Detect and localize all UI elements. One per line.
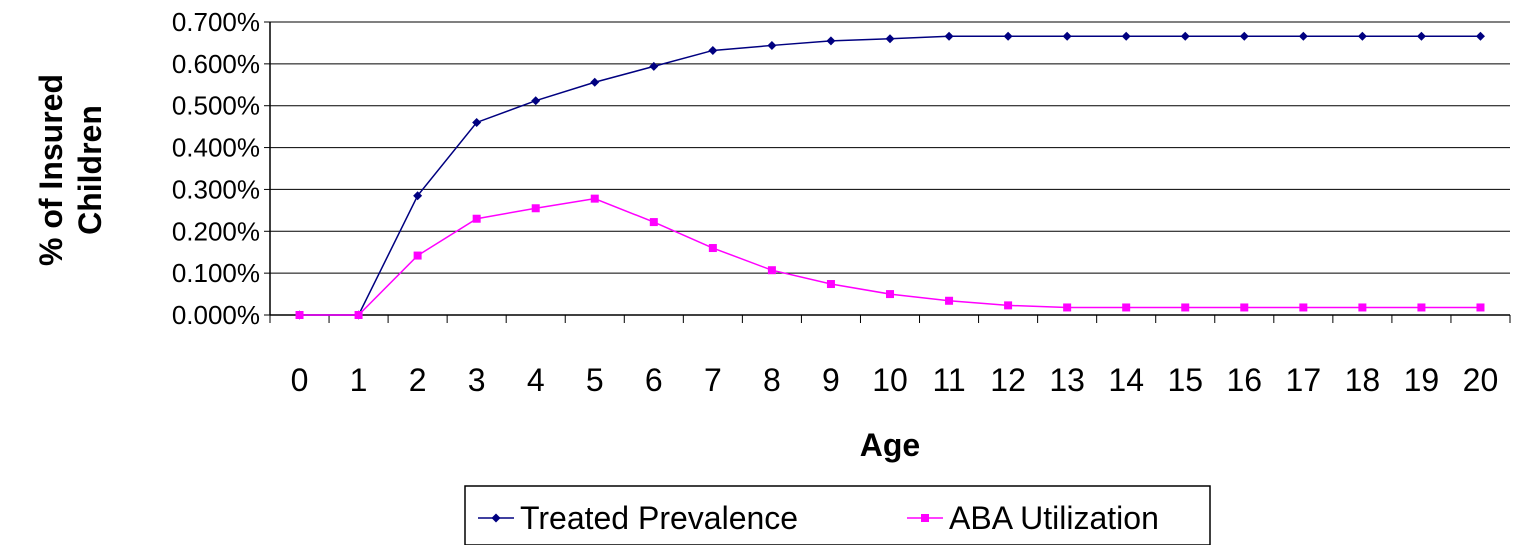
data-point-square bbox=[590, 194, 599, 203]
axes bbox=[264, 21, 1511, 323]
data-point-diamond bbox=[472, 117, 482, 127]
data-point-diamond bbox=[1416, 31, 1426, 41]
x-axis-title: Age bbox=[860, 427, 920, 463]
data-point-diamond bbox=[1003, 31, 1013, 41]
y-tick-label: 0.600% bbox=[172, 49, 260, 79]
data-point-square bbox=[1299, 303, 1308, 312]
x-tick-label: 3 bbox=[468, 362, 486, 398]
data-point-diamond bbox=[531, 96, 541, 106]
data-point-diamond bbox=[708, 45, 718, 55]
x-tick-label: 6 bbox=[645, 362, 663, 398]
x-tick-label: 18 bbox=[1345, 362, 1381, 398]
data-point-diamond bbox=[1298, 31, 1308, 41]
x-tick-label: 12 bbox=[990, 362, 1026, 398]
data-point-diamond bbox=[1180, 31, 1190, 41]
data-point-square bbox=[945, 296, 954, 305]
x-tick-label: 10 bbox=[872, 362, 908, 398]
y-tick-labels: 0.000% 0.100% 0.200% 0.300% 0.400% 0.500% 0.60… bbox=[172, 7, 260, 330]
data-point-diamond bbox=[1475, 31, 1485, 41]
x-tick-label: 7 bbox=[704, 362, 722, 398]
data-point-diamond bbox=[590, 77, 600, 87]
legend-label-1: Treated Prevalence bbox=[520, 500, 798, 536]
x-tick-label: 13 bbox=[1049, 362, 1085, 398]
legend-marker-square bbox=[921, 514, 929, 522]
y-tick-label: 0.400% bbox=[172, 133, 260, 163]
data-point-square bbox=[708, 244, 717, 253]
y-tick-label: 0.200% bbox=[172, 216, 260, 246]
data-point-diamond bbox=[1239, 31, 1249, 41]
x-tick-labels: 0 1 2 3 4 5 6 7 8 9 10 11 12 13 14 15 16 17 18 19 20 bbox=[291, 362, 1499, 398]
data-point-square bbox=[1063, 303, 1072, 312]
data-point-diamond bbox=[413, 191, 423, 201]
data-point-diamond bbox=[885, 34, 895, 44]
y-tick-label: 0.000% bbox=[172, 300, 260, 330]
x-tick-label: 14 bbox=[1108, 362, 1144, 398]
x-tick-label: 0 bbox=[291, 362, 309, 398]
data-point-square bbox=[1122, 303, 1131, 312]
x-tick-label: 2 bbox=[409, 362, 427, 398]
data-point-square bbox=[767, 266, 776, 275]
y-tick-label: 0.700% bbox=[172, 7, 260, 37]
series-group bbox=[295, 31, 1485, 320]
data-point-diamond bbox=[767, 40, 777, 50]
gridlines bbox=[270, 21, 1510, 274]
y-tick-label: 0.300% bbox=[172, 174, 260, 204]
x-tick-label: 20 bbox=[1463, 362, 1499, 398]
y-axis-title-line-1: % of Insured bbox=[33, 74, 69, 266]
x-tick-label: 15 bbox=[1167, 362, 1203, 398]
legend-box bbox=[464, 485, 1211, 545]
data-point-diamond bbox=[1121, 31, 1131, 41]
data-point-square bbox=[1476, 303, 1485, 312]
data-point-square bbox=[649, 218, 658, 227]
data-point-square bbox=[413, 251, 422, 260]
x-tick-label: 17 bbox=[1286, 362, 1322, 398]
x-tick-label: 4 bbox=[527, 362, 545, 398]
data-point-diamond bbox=[826, 36, 836, 46]
data-point-square bbox=[886, 290, 894, 299]
x-tick-label: 16 bbox=[1226, 362, 1262, 398]
x-tick-label: 8 bbox=[763, 362, 781, 398]
data-point-diamond bbox=[1062, 31, 1072, 41]
data-point-square bbox=[1004, 301, 1013, 310]
legend-marker-diamond bbox=[491, 513, 501, 523]
data-point-square bbox=[826, 280, 835, 289]
x-tick-label: 11 bbox=[932, 362, 965, 398]
y-axis-title-line-2: Children bbox=[72, 105, 108, 235]
data-point-diamond bbox=[649, 61, 659, 71]
data-point-square bbox=[1181, 303, 1190, 312]
data-point-square bbox=[531, 204, 540, 213]
x-tick-label: 9 bbox=[822, 362, 840, 398]
data-point-square bbox=[295, 311, 304, 319]
legend: Treated Prevalence ABA Utilization bbox=[464, 485, 1211, 545]
data-point-square bbox=[472, 214, 481, 223]
data-point-square bbox=[1358, 303, 1367, 312]
x-tick-label: 19 bbox=[1404, 362, 1440, 398]
y-tick-label: 0.100% bbox=[172, 258, 260, 288]
x-tick-label: 1 bbox=[350, 362, 368, 398]
data-point-square bbox=[354, 311, 363, 319]
data-point-square bbox=[1417, 303, 1426, 312]
data-point-diamond bbox=[1357, 31, 1367, 41]
x-tick-label: 5 bbox=[586, 362, 604, 398]
data-point-diamond bbox=[944, 31, 954, 41]
data-point-square bbox=[1240, 303, 1249, 312]
y-tick-label: 0.500% bbox=[172, 91, 260, 121]
legend-label-2: ABA Utilization bbox=[949, 500, 1159, 536]
